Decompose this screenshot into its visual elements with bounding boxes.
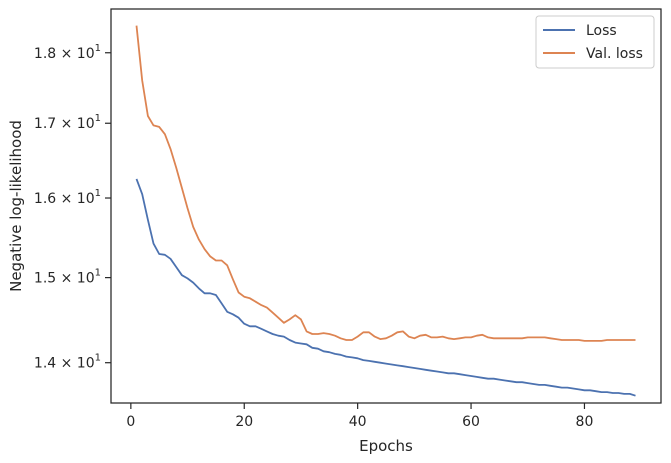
legend-label-loss: Loss [586,23,617,39]
legend: Loss Val. loss [535,15,655,69]
x-tick-label: 0 [126,414,135,430]
legend-label-val-loss: Val. loss [586,46,643,62]
y-tick-label: 1.8 × 101 [34,43,101,62]
x-axis: 0 20 40 60 80 [126,403,593,430]
series-line-loss [135,178,636,397]
y-axis: 1.4 × 101 1.5 × 101 1.6 × 101 1.7 × 101 1.8 … [34,43,111,372]
x-tick-label: 80 [576,414,594,430]
plot-frame [110,8,662,404]
y-tick-label: 1.6 × 101 [34,188,101,207]
plot-lines [135,25,636,397]
y-axis-label: Negative log-likelihood [7,120,25,292]
x-tick-label: 20 [235,414,253,430]
y-tick-label: 1.7 × 101 [34,113,101,132]
x-axis-label: Epochs [359,437,413,455]
y-tick-label: 1.4 × 101 [34,353,101,372]
x-tick-label: 40 [349,414,367,430]
x-tick-label: 60 [462,414,480,430]
series-line-val-loss [135,25,636,342]
y-tick-label: 1.5 × 101 [34,268,101,287]
